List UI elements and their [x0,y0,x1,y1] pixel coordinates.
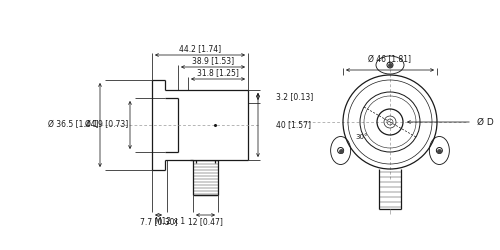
Text: Ø 46 [1.81]: Ø 46 [1.81] [368,56,412,64]
Text: 30°: 30° [356,134,368,140]
Text: 44.2 [1.74]: 44.2 [1.74] [179,44,221,54]
Text: M12 x 1: M12 x 1 [155,218,185,226]
Text: 31.8 [1.25]: 31.8 [1.25] [197,68,239,78]
Text: 12 [0.47]: 12 [0.47] [188,218,223,226]
Text: 38.9 [1.53]: 38.9 [1.53] [192,56,234,66]
Text: Ø 36.5 [1.44]: Ø 36.5 [1.44] [48,120,98,130]
Text: Ø D: Ø D [477,118,494,126]
Text: 3.2 [0.13]: 3.2 [0.13] [276,92,313,101]
Text: 40 [1.57]: 40 [1.57] [276,120,311,130]
Text: 7.7 [0.30]: 7.7 [0.30] [140,218,177,226]
Text: Ø 19 [0.73]: Ø 19 [0.73] [85,120,128,130]
